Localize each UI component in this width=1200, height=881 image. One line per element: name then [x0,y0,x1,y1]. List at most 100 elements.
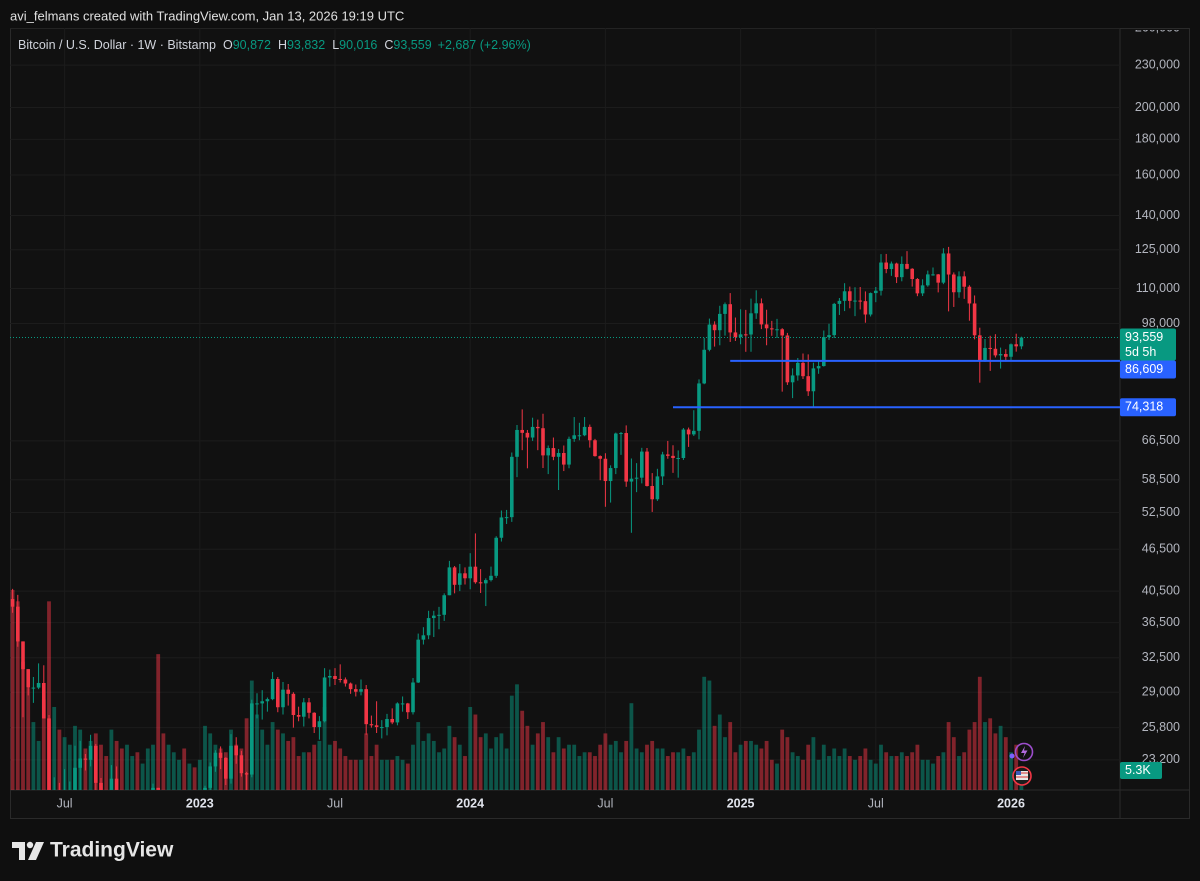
candle-body [21,641,25,670]
volume-bar [1003,737,1008,790]
candle-body [421,635,426,640]
x-tick-label: 2023 [186,796,214,810]
volume-bar [957,756,961,790]
brand-logo[interactable]: TradingView [12,839,174,862]
price-line-label: 74,318 [1125,400,1163,414]
volume-bar [915,744,920,790]
volume-bar [858,756,863,790]
volume-bar [681,748,686,790]
volume-bar [645,744,649,790]
volume-bar [1014,744,1019,790]
volume-bar [951,737,956,790]
candle-body [915,279,920,294]
x-tick-label: 2024 [456,796,484,810]
candle-body [437,614,441,616]
candle-body [530,426,535,438]
volume-bar [31,722,36,790]
candle-body [499,517,504,538]
candle-body [972,303,977,336]
volume-bar [41,699,46,790]
candle-body [671,455,675,459]
last-price-label: 93,559 [1125,330,1163,344]
volume-bar [353,759,358,790]
volume-bar [104,756,109,790]
candle-body [681,429,686,459]
candle-body [894,263,899,278]
candle-body [286,689,290,694]
event-icon-bolt [1021,746,1028,758]
volume-bar [941,752,946,790]
volume-bar [452,737,457,790]
candle-body [577,435,582,437]
candle-body [307,702,311,713]
volume-bar [827,756,831,790]
volume-bar [114,740,119,790]
candle-body [239,755,244,774]
candle-body [572,435,576,439]
candle-body [452,567,457,585]
candle-body [447,567,452,596]
volume-bar [322,706,327,790]
volume-bar [327,744,332,790]
volume-bar [99,744,103,790]
volume-bar [525,725,530,790]
volume-bar [603,733,608,790]
volume-bar [853,759,857,790]
candle-body [619,433,623,435]
volume-bar [832,748,837,790]
volume-bar [405,763,410,790]
price-line-tag [1120,398,1176,417]
candle-body [395,703,400,723]
volume-bar [977,676,982,790]
volume-bar [842,748,847,790]
volume-bar [988,718,993,790]
event-icon[interactable] [1014,742,1034,762]
candle-body [1014,344,1018,347]
volume-bar [728,722,733,790]
candle-body [78,758,82,768]
volume-bar [608,744,613,790]
volume-bar [967,729,972,790]
y-tick-label: 180,000 [1135,132,1180,146]
volume-bar [281,733,285,790]
volume-tag [1120,762,1162,779]
candle-body [494,537,498,576]
candle-body [26,669,30,688]
candle-body [551,448,556,457]
volume-bar [390,759,395,790]
volume-bar [161,733,166,790]
volume-bar [733,752,738,790]
candle-body [473,566,478,583]
volume-bar [795,756,800,790]
volume-bar [483,733,488,790]
candle-body [598,456,602,459]
candle-body [73,767,77,790]
volume-bar [899,752,904,790]
candle-body [489,575,493,581]
ohlc-key: C [384,38,394,52]
candle-body [1019,337,1024,347]
x-tick-label: Jul [597,796,613,810]
volume-bar [556,737,561,790]
volume-bar [723,737,727,790]
candle-body [832,303,836,336]
volume-bar [624,740,629,790]
candle-body [36,682,41,688]
volume-bar [411,744,415,790]
volume-bar [119,748,124,790]
volume-bar [801,759,805,790]
y-tick-label: 40,500 [1142,583,1180,597]
volume-bar [884,752,889,790]
volume-bar [145,748,150,790]
candle-body [712,324,717,331]
candle-body [322,677,327,722]
last-price-tag [1120,328,1176,361]
volume-bar [889,756,894,790]
candle-body [359,689,363,692]
logo-mark [12,842,25,860]
volume-bar [140,763,145,790]
candle-body [785,335,790,383]
volume-bar [442,748,447,790]
flag [1016,771,1028,780]
candle-body [848,291,852,301]
